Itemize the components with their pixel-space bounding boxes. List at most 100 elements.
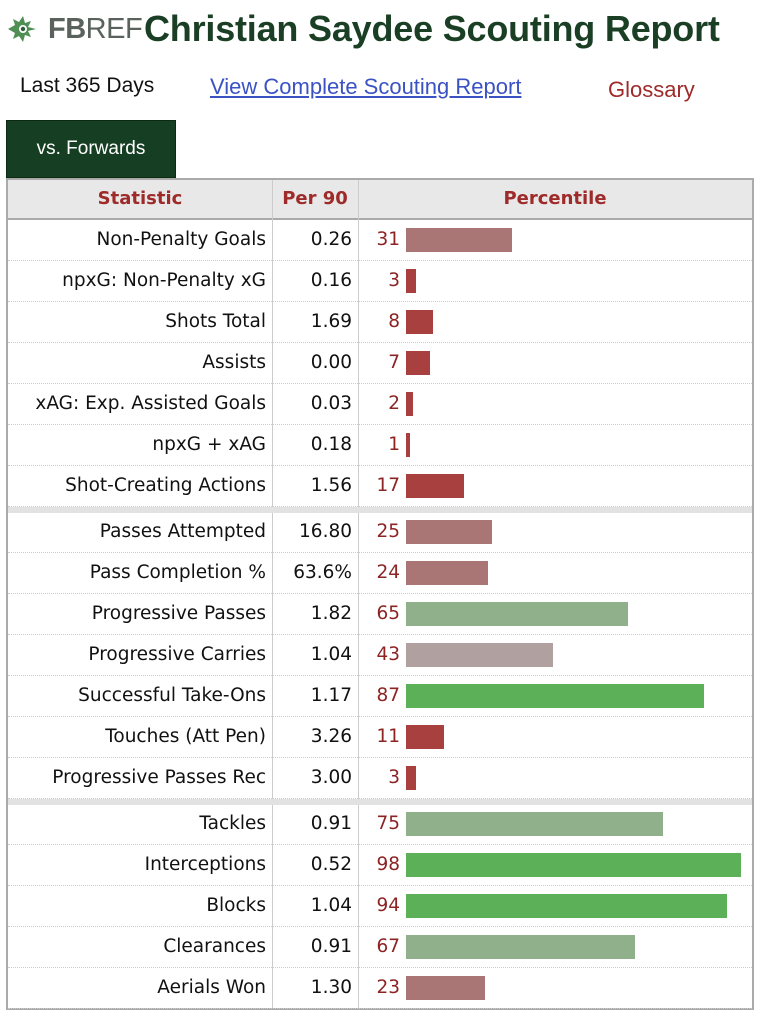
percentile-bar [406, 474, 464, 498]
stat-name[interactable]: Blocks [206, 895, 266, 916]
time-period-label: Last 365 Days [20, 74, 155, 97]
per90-value: 63.6% [293, 562, 352, 583]
column-header-statistic[interactable]: Statistic [97, 188, 183, 209]
per90-value: 1.30 [310, 977, 352, 998]
per90-value: 3.26 [310, 726, 352, 747]
stat-name[interactable]: npxG: Non-Penalty xG [62, 270, 266, 291]
per90-value: 1.04 [310, 644, 352, 665]
percentile-value: 1 [388, 434, 400, 455]
percentile-value: 23 [376, 977, 400, 998]
percentile-bar [406, 433, 410, 457]
percentile-value: 31 [376, 229, 400, 250]
percentile-bar [406, 643, 553, 667]
fbref-logo[interactable]: FBREF [6, 12, 143, 46]
table-row: Shot-Creating Actions 1.56 17 [8, 466, 752, 507]
table-row: Clearances 0.91 67 [8, 927, 752, 968]
stat-name[interactable]: Clearances [163, 936, 266, 957]
fbref-logo-icon [8, 16, 36, 42]
table-row: Aerials Won 1.30 23 [8, 968, 752, 1009]
per90-value: 3.00 [310, 767, 352, 788]
percentile-value: 98 [376, 854, 400, 875]
percentile-bar [406, 351, 430, 375]
group-separator [8, 507, 752, 513]
table-row: Progressive Passes Rec 3.00 3 [8, 758, 752, 799]
stat-name[interactable]: xAG: Exp. Assisted Goals [35, 393, 266, 414]
stat-name[interactable]: Shot-Creating Actions [65, 475, 266, 496]
percentile-value: 3 [388, 270, 400, 291]
stat-name[interactable]: Tackles [199, 813, 266, 834]
per90-value: 0.52 [310, 854, 352, 875]
per90-value: 0.16 [310, 270, 352, 291]
per90-value: 1.56 [310, 475, 352, 496]
table-row: Pass Completion % 63.6% 24 [8, 553, 752, 594]
column-header-per90[interactable]: Per 90 [282, 188, 348, 209]
stat-name[interactable]: Non-Penalty Goals [96, 229, 267, 250]
percentile-bar [406, 894, 727, 918]
stat-name[interactable]: Progressive Passes Rec [52, 767, 266, 788]
percentile-bar [406, 228, 512, 252]
report-subnav: Last 365 Days View Complete Scouting Rep… [0, 72, 769, 106]
percentile-bar [406, 725, 444, 749]
tab-vs-forwards[interactable]: vs. Forwards [6, 120, 176, 178]
table-row: npxG + xAG 0.18 1 [8, 425, 752, 466]
percentile-value: 43 [376, 644, 400, 665]
percentile-bar [406, 766, 416, 790]
table-row: Progressive Passes 1.82 65 [8, 594, 752, 635]
per90-value: 1.04 [310, 895, 352, 916]
glossary-link[interactable]: Glossary [608, 77, 695, 102]
percentile-value: 25 [376, 521, 400, 542]
percentile-bar [406, 812, 663, 836]
percentile-value: 17 [376, 475, 400, 496]
stat-name[interactable]: Passes Attempted [99, 521, 266, 542]
table-row: Touches (Att Pen) 3.26 11 [8, 717, 752, 758]
stat-name[interactable]: Progressive Carries [88, 644, 266, 665]
percentile-bar [406, 684, 704, 708]
logo-wordmark: FBREF [48, 13, 143, 45]
per90-value: 1.17 [310, 685, 352, 706]
percentile-bar [406, 602, 628, 626]
stat-name[interactable]: Successful Take-Ons [78, 685, 266, 706]
per90-value: 0.26 [310, 229, 352, 250]
table-row: xAG: Exp. Assisted Goals 0.03 2 [8, 384, 752, 425]
percentile-value: 11 [376, 726, 400, 747]
per90-value: 0.91 [310, 813, 352, 834]
percentile-bar [406, 935, 635, 959]
complete-report-link[interactable]: View Complete Scouting Report [210, 74, 522, 99]
per90-value: 0.91 [310, 936, 352, 957]
table-row: Non-Penalty Goals 0.26 31 [8, 220, 752, 261]
per90-value: 0.03 [310, 393, 352, 414]
table-row: Assists 0.00 7 [8, 343, 752, 384]
column-divider [272, 180, 273, 1008]
stat-name[interactable]: Touches (Att Pen) [105, 726, 266, 747]
stat-name[interactable]: Aerials Won [157, 977, 266, 998]
table-row: Progressive Carries 1.04 43 [8, 635, 752, 676]
percentile-value: 94 [376, 895, 400, 916]
per90-value: 0.18 [310, 434, 352, 455]
column-header-percentile[interactable]: Percentile [503, 188, 607, 209]
percentile-bar [406, 392, 413, 416]
scouting-table: Statistic Per 90 Percentile Non-Penalty … [6, 178, 754, 1010]
page-title: Christian Saydee Scouting Report [144, 8, 720, 49]
percentile-value: 2 [388, 393, 400, 414]
table-row: Tackles 0.91 75 [8, 804, 752, 845]
stat-name[interactable]: Shots Total [165, 311, 266, 332]
percentile-value: 67 [376, 936, 400, 957]
percentile-value: 75 [376, 813, 400, 834]
table-row: Interceptions 0.52 98 [8, 845, 752, 886]
per90-value: 1.82 [310, 603, 352, 624]
percentile-bar [406, 520, 492, 544]
stat-name[interactable]: Interceptions [144, 854, 266, 875]
percentile-value: 65 [376, 603, 400, 624]
stat-name[interactable]: Progressive Passes [91, 603, 266, 624]
stat-name[interactable]: Pass Completion % [89, 562, 266, 583]
stat-name[interactable]: Assists [202, 352, 266, 373]
stat-name[interactable]: npxG + xAG [152, 434, 266, 455]
percentile-bar [406, 561, 488, 585]
percentile-bar [406, 976, 485, 1000]
percentile-value: 87 [376, 685, 400, 706]
table-row: Shots Total 1.69 8 [8, 302, 752, 343]
table-header: Statistic Per 90 Percentile [8, 180, 752, 220]
column-divider [358, 180, 359, 1008]
table-row: Blocks 1.04 94 [8, 886, 752, 927]
group-separator [8, 799, 752, 805]
